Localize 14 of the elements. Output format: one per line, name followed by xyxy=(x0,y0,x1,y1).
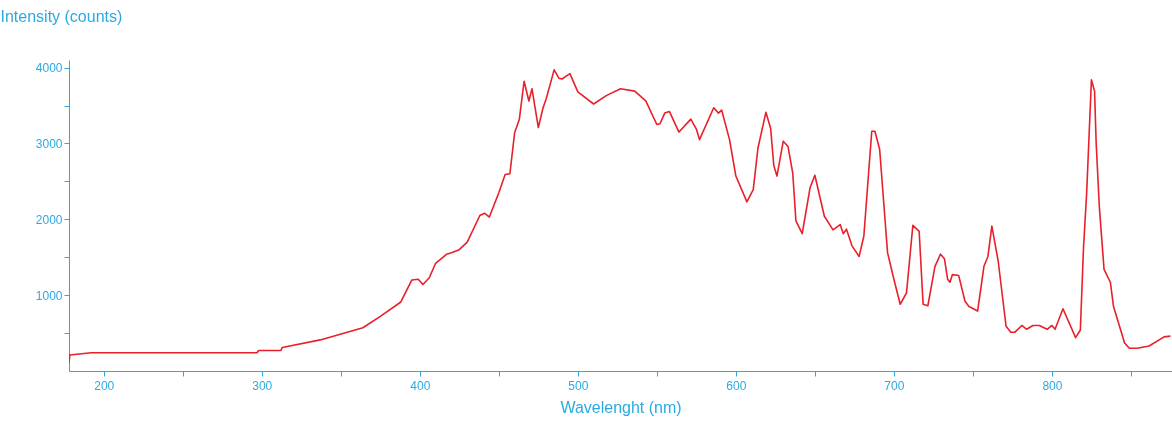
x-axis-title: Wavelenght (nm) xyxy=(560,398,682,416)
y-tick-label: 1000 xyxy=(35,288,63,303)
y-tick-label: 4000 xyxy=(35,61,63,76)
x-tick-label: 600 xyxy=(726,378,747,393)
y-tick-label: 2000 xyxy=(35,212,63,227)
x-tick-label: 200 xyxy=(94,378,115,393)
y-axis-title: Intensity (counts) xyxy=(0,7,123,25)
y-tick-label: 3000 xyxy=(35,136,63,151)
x-tick-label: 800 xyxy=(1042,378,1063,393)
x-tick-label: 400 xyxy=(410,378,431,393)
x-tick-label: 700 xyxy=(884,378,905,393)
line-series xyxy=(69,69,1172,364)
x-tick-label: 500 xyxy=(568,378,589,393)
x-tick-label: 300 xyxy=(252,378,273,393)
